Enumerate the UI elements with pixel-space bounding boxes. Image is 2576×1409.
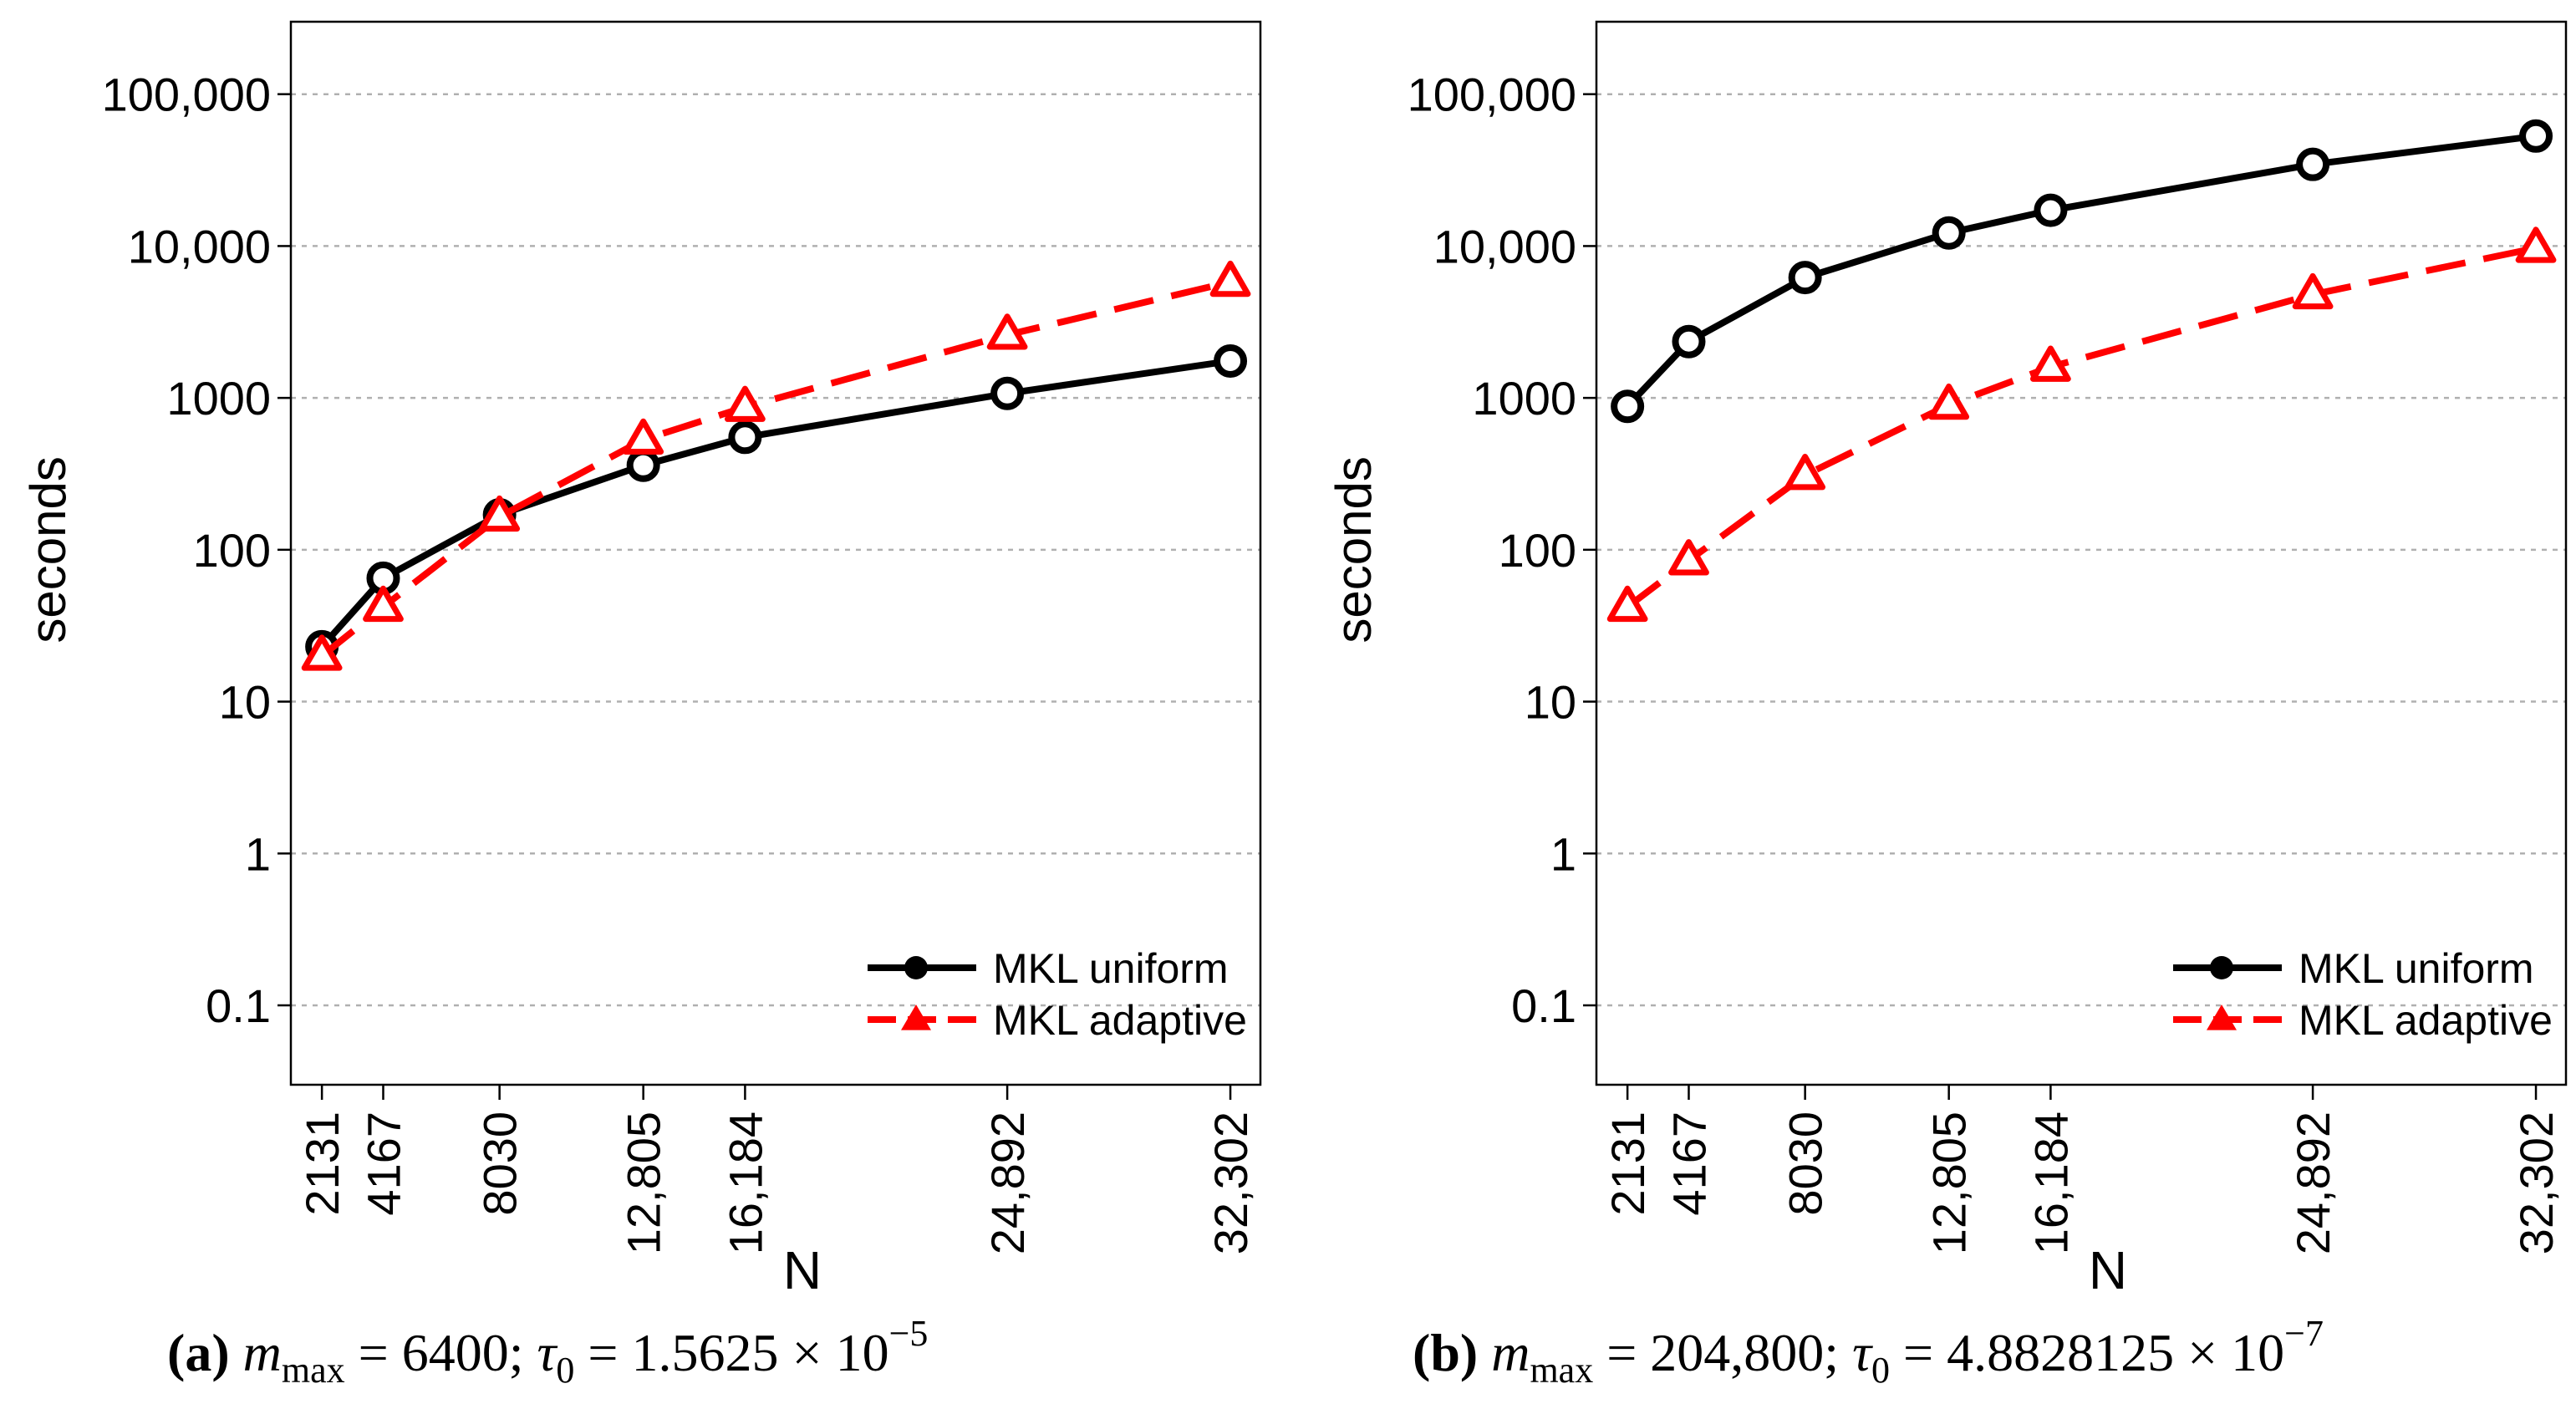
y-tick-label: 1 bbox=[245, 827, 271, 880]
legend-label: MKL adaptive bbox=[993, 997, 1247, 1044]
data-point bbox=[2296, 147, 2330, 181]
data-point bbox=[623, 418, 664, 455]
plot-frame bbox=[1595, 20, 2568, 1086]
x-tick-label: 24,892 bbox=[2287, 1111, 2339, 1254]
series-line-mkl-adaptive bbox=[319, 278, 1231, 659]
y-tick-label: 10 bbox=[1525, 676, 1576, 729]
x-tick-label: 2131 bbox=[1601, 1111, 1654, 1216]
data-point bbox=[1788, 261, 1822, 295]
data-point bbox=[2034, 193, 2068, 227]
data-point bbox=[626, 448, 660, 482]
data-point bbox=[1606, 585, 1648, 623]
y-axis-label: seconds bbox=[20, 456, 76, 643]
x-tick-label: 16,184 bbox=[719, 1111, 771, 1254]
x-tick-label: 2131 bbox=[296, 1111, 349, 1216]
caption-a-tau-exponent: −5 bbox=[888, 1313, 929, 1354]
data-point bbox=[301, 634, 343, 671]
caption-a-label: (a) bbox=[167, 1323, 230, 1382]
data-point bbox=[728, 420, 762, 455]
caption-a-tau-sub: 0 bbox=[556, 1350, 575, 1391]
data-point bbox=[1932, 216, 1966, 250]
series-line-mkl-uniform bbox=[319, 358, 1231, 649]
y-tick-label: 1 bbox=[1550, 827, 1576, 880]
data-point bbox=[2029, 345, 2071, 382]
caption-b-tau-sub: 0 bbox=[1871, 1350, 1890, 1391]
x-tick-label: 32,302 bbox=[1204, 1111, 1257, 1254]
data-point bbox=[1672, 324, 1706, 359]
y-tick-label: 100,000 bbox=[102, 69, 271, 121]
caption-b-m-value: 204,800 bbox=[1650, 1323, 1825, 1382]
caption-a-m-sub: max bbox=[281, 1350, 345, 1391]
caption-b-label: (b) bbox=[1413, 1323, 1479, 1382]
y-tick-label: 10,000 bbox=[1433, 220, 1576, 272]
data-point bbox=[2292, 272, 2334, 310]
series-line-mkl-uniform bbox=[1625, 132, 2537, 409]
y-tick-label: 10,000 bbox=[128, 220, 271, 272]
x-tick-label: 8030 bbox=[474, 1111, 527, 1216]
caption-b-tau-symbol: τ bbox=[1852, 1323, 1871, 1382]
y-tick-label: 100 bbox=[1499, 524, 1576, 577]
data-point bbox=[1928, 383, 1970, 420]
x-tick-label: 12,805 bbox=[618, 1111, 670, 1254]
chart-panel-b: 0.1 1 10 100 1000 10,000 100,000 2131 4167 8030 12… bbox=[1326, 20, 2568, 1300]
caption-b-m-symbol: m bbox=[1491, 1323, 1530, 1382]
data-point bbox=[1209, 260, 1251, 298]
x-tick-label: 24,892 bbox=[981, 1111, 1034, 1254]
caption-b: (b) mmax = 204,800; τ0 = 4.8828125 × 10−… bbox=[1413, 1313, 2324, 1391]
caption-a-m-symbol: m bbox=[242, 1323, 282, 1382]
data-point bbox=[1668, 539, 1709, 576]
y-tick-label: 100 bbox=[193, 524, 271, 577]
y-tick-label: 0.1 bbox=[1511, 979, 1576, 1032]
x-tick-label: 32,302 bbox=[2510, 1111, 2563, 1254]
legend-label: MKL uniform bbox=[2299, 945, 2534, 992]
x-tick-label: 4167 bbox=[1662, 1111, 1715, 1216]
x-tick-label: 8030 bbox=[1779, 1111, 1832, 1216]
y-tick-label: 1000 bbox=[166, 372, 271, 425]
y-tick-label: 100,000 bbox=[1408, 69, 1576, 121]
data-point bbox=[1611, 389, 1645, 424]
plot-frame bbox=[289, 20, 1262, 1086]
data-point bbox=[2515, 226, 2557, 263]
y-tick-label: 1000 bbox=[1472, 372, 1576, 425]
caption-a: (a) mmax = 6400; τ0 = 1.5625 × 10−5 bbox=[167, 1313, 929, 1391]
data-point bbox=[1214, 343, 1248, 378]
legend-marker bbox=[901, 1005, 931, 1030]
y-tick-label: 0.1 bbox=[206, 979, 271, 1032]
caption-a-m-value: 6400 bbox=[401, 1323, 509, 1382]
caption-b-tau-mantissa: 4.8828125 bbox=[1947, 1323, 2175, 1382]
legend-marker bbox=[904, 956, 928, 979]
legend-label: MKL adaptive bbox=[2299, 997, 2553, 1044]
caption-a-tau-symbol: τ bbox=[537, 1323, 557, 1382]
y-tick-label: 10 bbox=[219, 676, 271, 729]
legend-marker bbox=[2207, 1005, 2237, 1030]
legend-marker bbox=[2210, 956, 2233, 979]
caption-b-m-sub: max bbox=[1530, 1350, 1594, 1391]
x-tick-label: 4167 bbox=[357, 1111, 410, 1216]
data-point bbox=[479, 495, 521, 532]
x-axis-label: N bbox=[783, 1240, 822, 1300]
legend-label: MKL uniform bbox=[993, 945, 1229, 992]
x-axis-label: N bbox=[2089, 1240, 2127, 1300]
y-axis-label: seconds bbox=[1326, 456, 1382, 643]
chart-panel-a: 0.1 1 10 100 1000 10,000 100,000 2131 4167 8030 12… bbox=[20, 20, 1262, 1300]
data-point bbox=[986, 313, 1028, 350]
caption-a-tau-mantissa: 1.5625 bbox=[631, 1323, 779, 1382]
data-point bbox=[724, 385, 766, 422]
data-point bbox=[990, 376, 1025, 410]
data-point bbox=[1784, 454, 1826, 491]
x-tick-label: 16,184 bbox=[2024, 1111, 2077, 1254]
data-point bbox=[363, 585, 404, 623]
data-point bbox=[2519, 119, 2553, 153]
x-tick-label: 12,805 bbox=[1923, 1111, 1976, 1254]
caption-b-tau-exponent: −7 bbox=[2284, 1313, 2324, 1354]
